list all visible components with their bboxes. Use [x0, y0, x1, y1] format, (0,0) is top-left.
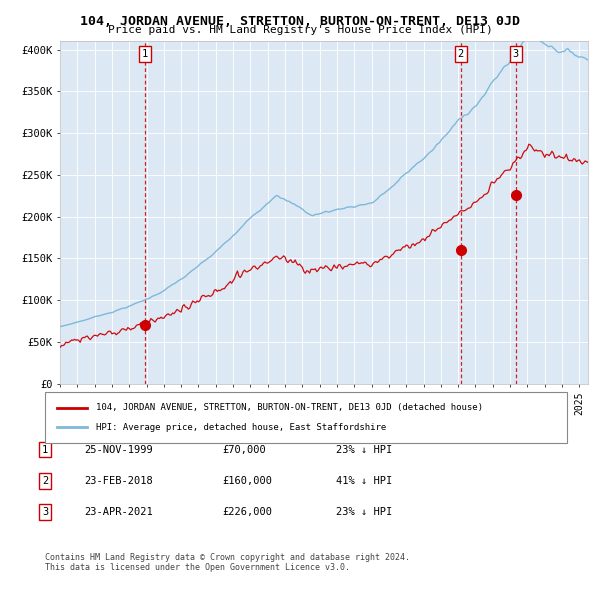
Text: Contains HM Land Registry data © Crown copyright and database right 2024.: Contains HM Land Registry data © Crown c… [45, 553, 410, 562]
Text: £226,000: £226,000 [222, 507, 272, 517]
Text: 2: 2 [458, 49, 464, 59]
Text: 3: 3 [42, 507, 48, 517]
Text: 23-APR-2021: 23-APR-2021 [84, 507, 153, 517]
Text: 2: 2 [42, 476, 48, 486]
Text: 25-NOV-1999: 25-NOV-1999 [84, 445, 153, 454]
Text: 1: 1 [42, 445, 48, 454]
Text: 1: 1 [142, 49, 148, 59]
Text: £70,000: £70,000 [222, 445, 266, 454]
Text: 104, JORDAN AVENUE, STRETTON, BURTON-ON-TRENT, DE13 0JD: 104, JORDAN AVENUE, STRETTON, BURTON-ON-… [80, 15, 520, 28]
Text: 41% ↓ HPI: 41% ↓ HPI [336, 476, 392, 486]
Text: 23-FEB-2018: 23-FEB-2018 [84, 476, 153, 486]
Text: 23% ↓ HPI: 23% ↓ HPI [336, 507, 392, 517]
Text: This data is licensed under the Open Government Licence v3.0.: This data is licensed under the Open Gov… [45, 563, 350, 572]
Text: £160,000: £160,000 [222, 476, 272, 486]
Text: 3: 3 [512, 49, 519, 59]
Text: 23% ↓ HPI: 23% ↓ HPI [336, 445, 392, 454]
Text: Price paid vs. HM Land Registry's House Price Index (HPI): Price paid vs. HM Land Registry's House … [107, 25, 493, 35]
Text: HPI: Average price, detached house, East Staffordshire: HPI: Average price, detached house, East… [96, 422, 386, 432]
Text: 104, JORDAN AVENUE, STRETTON, BURTON-ON-TRENT, DE13 0JD (detached house): 104, JORDAN AVENUE, STRETTON, BURTON-ON-… [96, 403, 483, 412]
